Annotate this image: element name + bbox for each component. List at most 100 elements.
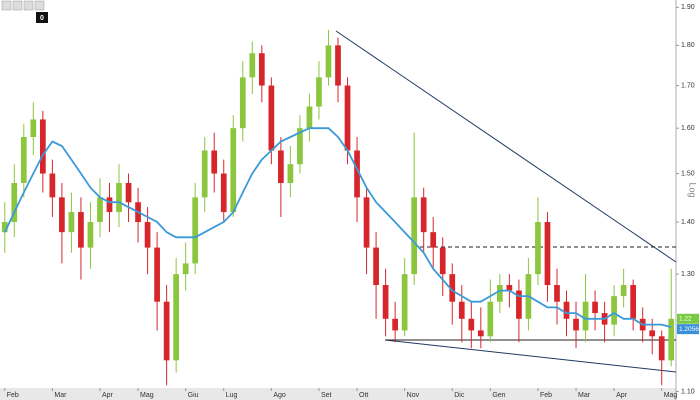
candle-body (192, 197, 199, 264)
lower-trend-line (384, 339, 677, 373)
candle-body (163, 301, 170, 361)
x-tick-label: Set (321, 392, 332, 399)
candle-body (516, 290, 522, 319)
x-tick-label: Giu (188, 392, 199, 399)
candle-body (630, 285, 637, 319)
x-tick-label: Mag (140, 392, 154, 399)
price-label-box (677, 313, 699, 324)
moving-average (3, 127, 672, 328)
badge: 0 (40, 15, 44, 22)
candle-body (182, 263, 189, 275)
candle-body (592, 301, 598, 314)
candle-body (611, 296, 617, 325)
x-tick-label: Mar (54, 392, 67, 399)
candle-body (39, 119, 46, 174)
x-tick-label: Feb (7, 392, 19, 399)
candle-body (325, 45, 332, 78)
candle-body (392, 318, 398, 331)
candle-body (20, 137, 27, 183)
candle-body (477, 330, 484, 337)
candle-body (11, 182, 18, 223)
candle-body (144, 222, 151, 248)
candle-body (239, 77, 246, 129)
x-tick-label: Mar (578, 392, 591, 399)
candle-body (344, 85, 351, 151)
candle-body (1, 222, 8, 233)
candle-body (497, 285, 503, 302)
y-tick-label: 1.70 (681, 82, 695, 89)
tool-icon[interactable] (1, 0, 12, 11)
candle-body (430, 232, 437, 248)
candle-body (287, 164, 294, 183)
candle-body (258, 53, 265, 86)
candle-body (230, 128, 237, 213)
candle-body (220, 173, 227, 213)
y-tick-label: 1.90 (681, 4, 695, 11)
tool-icon[interactable] (34, 0, 45, 11)
candle-body (49, 173, 56, 198)
x-axis-band (0, 388, 676, 400)
x-tick-label: Nov (407, 392, 420, 399)
candle-body (544, 222, 551, 286)
candle-body (201, 150, 208, 198)
candle-body (620, 285, 627, 297)
candle-body (382, 285, 389, 319)
candle-body (658, 336, 665, 361)
axis-label: Log (688, 182, 698, 197)
candle-body (306, 106, 313, 129)
x-tick-label: Apr (102, 392, 114, 399)
candle-body (649, 330, 656, 337)
candle-body (316, 77, 322, 107)
y-tick-label: 1.40 (681, 219, 695, 226)
x-tick-label: Mag (664, 392, 678, 399)
candle-body (420, 197, 427, 233)
x-tick-label: Gen (492, 392, 505, 399)
x-tick-label: Ago (273, 392, 286, 399)
candle-body (249, 53, 256, 78)
badge-box (36, 12, 48, 23)
candle-body (297, 128, 303, 165)
y-tick-label: 1.30 (681, 271, 695, 278)
price-label: 1.2056 (679, 326, 699, 333)
candle-body (278, 150, 284, 183)
x-tick-label: Lug (226, 392, 238, 399)
tool-icon[interactable] (12, 0, 23, 11)
x-tick-label: Feb (540, 392, 552, 399)
candle-body (439, 247, 446, 275)
candle-body (458, 301, 465, 319)
candle-body (335, 45, 341, 86)
candle-body (668, 318, 675, 361)
candle-body (173, 274, 179, 361)
x-tick-label: Dic (454, 392, 465, 399)
candle-body (563, 301, 570, 319)
candle-body (373, 247, 379, 286)
tool-icon[interactable] (23, 0, 34, 11)
candle-body (487, 301, 494, 337)
candle-body (268, 85, 275, 151)
candle-body (97, 197, 103, 223)
candle-body (59, 197, 65, 233)
candle-body (401, 274, 408, 331)
candle-body (78, 212, 84, 248)
x-tick-label: Apr (616, 392, 628, 399)
candle-body (506, 285, 513, 291)
candle-body (573, 318, 579, 331)
price-label: 1.22 (679, 316, 692, 323)
candle-body (125, 182, 132, 203)
toolbar: 0 (1, 0, 48, 23)
candle-body (411, 197, 418, 275)
candle-body (154, 247, 160, 302)
trend-lines (335, 30, 677, 373)
candle-body (354, 150, 360, 198)
price-label-box (677, 324, 699, 335)
candle-body (87, 222, 94, 248)
candle-body (535, 222, 541, 275)
candle-body (582, 301, 589, 331)
candle-body (68, 212, 75, 233)
candle-body (449, 274, 456, 302)
candle-body (211, 150, 218, 174)
y-tick-label: 1.60 (681, 125, 695, 132)
candle-body (116, 182, 122, 213)
candle-body (363, 197, 370, 248)
